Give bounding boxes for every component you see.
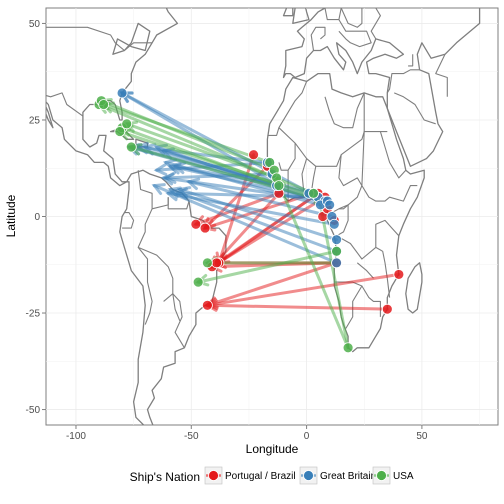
country-border (151, 197, 169, 210)
y-axis-title: Latitude (4, 194, 18, 237)
land-outline (282, 8, 481, 167)
port-point-portugal-brazil (199, 222, 211, 234)
country-border (435, 54, 448, 97)
route-arrowhead-great-britain (172, 161, 187, 175)
route-line-usa (196, 249, 339, 284)
port-point-usa (98, 99, 110, 110)
country-border (336, 219, 400, 260)
country-border (408, 54, 414, 67)
country-border (361, 185, 418, 202)
route-line-great-britain (187, 180, 334, 218)
legend-label-usa: USA (393, 471, 414, 482)
legend-title: Ship's Nation (130, 470, 200, 484)
port-points (93, 87, 405, 354)
port-point-great-britain (331, 234, 342, 246)
country-border (137, 170, 153, 325)
port-point-usa (202, 257, 213, 269)
port-point-portugal-brazil (248, 149, 259, 161)
port-point-usa (273, 180, 285, 192)
route-arrowhead-great-britain (160, 172, 175, 186)
legend-point-great-britain (303, 470, 314, 481)
legend-point-portugal-brazil (208, 470, 219, 481)
country-border (386, 69, 420, 94)
port-point-great-britain (116, 87, 128, 99)
port-point-portugal-brazil (381, 303, 393, 315)
country-border (163, 293, 181, 322)
land-outline (282, 8, 294, 17)
country-border (267, 81, 308, 136)
y-tick-label: 25 (29, 115, 41, 126)
y-tick-label: -50 (26, 405, 41, 416)
country-border (324, 92, 365, 129)
route-line-usa (102, 103, 272, 164)
country-border (356, 262, 374, 279)
country-border (338, 19, 372, 48)
x-axis: -100 -50 0 50 (66, 425, 428, 442)
route-line-usa (125, 122, 279, 180)
port-point-usa (342, 342, 354, 354)
route-line-portugal-brazil (205, 303, 389, 311)
port-point-portugal-brazil (202, 299, 213, 311)
route-line-great-britain (169, 187, 339, 253)
y-tick-label: -25 (26, 309, 41, 320)
port-point-usa (192, 276, 204, 288)
legend-label-portugal-brazil: Portugal / Brazil (225, 471, 296, 482)
country-border (167, 197, 190, 210)
port-point-portugal-brazil (211, 257, 223, 269)
port-point-portugal-brazil (190, 218, 202, 230)
country-border (278, 127, 388, 167)
country-border (310, 26, 326, 51)
port-point-great-britain (328, 218, 340, 230)
land-outline (292, 8, 310, 25)
route-line-usa (118, 130, 320, 199)
route-line-portugal-brazil (217, 191, 320, 265)
route-line-portugal-brazil (205, 272, 401, 307)
country-border (122, 212, 135, 229)
port-point-usa (114, 126, 126, 137)
x-tick-label: 50 (416, 431, 428, 442)
land-outline (46, 8, 227, 425)
route-line-great-britain (178, 187, 339, 242)
country-border (324, 8, 342, 21)
country-border (361, 285, 381, 317)
country-border (375, 246, 391, 298)
port-point-usa (308, 187, 319, 199)
y-axis: -50 -25 0 25 50 (26, 19, 46, 416)
port-point-usa (121, 118, 133, 130)
x-axis-title: Longitude (246, 442, 299, 456)
legend: Ship's Nation Portugal / Brazil Great Bri… (130, 466, 414, 485)
country-border (338, 154, 363, 187)
route-line-usa (129, 145, 327, 203)
x-tick-label: 0 (304, 431, 310, 442)
legend-label-great-britain: Great Britain (320, 471, 376, 482)
route-arrowhead-great-britain (153, 163, 168, 176)
port-point-great-britain (331, 257, 342, 269)
route-line-usa (275, 176, 350, 350)
y-tick-label: 0 (34, 212, 40, 223)
country-border (336, 204, 349, 237)
land-outline (112, 22, 151, 55)
country-border (379, 131, 407, 179)
country-border (393, 92, 436, 125)
port-point-usa (125, 141, 137, 153)
legend-point-usa (376, 470, 387, 481)
x-tick-label: -50 (184, 431, 199, 442)
land-outline (405, 262, 423, 314)
port-point-portugal-brazil (393, 269, 405, 280)
route-arrowhead-great-britain (185, 177, 201, 190)
x-tick-label: -100 (66, 431, 86, 442)
route-arrowhead-great-britain (151, 183, 166, 195)
y-tick-label: 50 (29, 19, 41, 30)
port-point-usa (331, 245, 342, 257)
port-point-great-britain (324, 199, 336, 211)
country-border (340, 8, 381, 40)
country-border (46, 92, 84, 117)
country-border (46, 26, 153, 52)
